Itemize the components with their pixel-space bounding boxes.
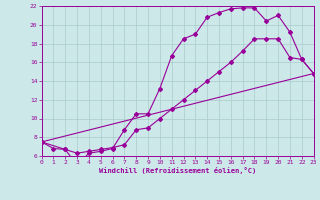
X-axis label: Windchill (Refroidissement éolien,°C): Windchill (Refroidissement éolien,°C)	[99, 167, 256, 174]
